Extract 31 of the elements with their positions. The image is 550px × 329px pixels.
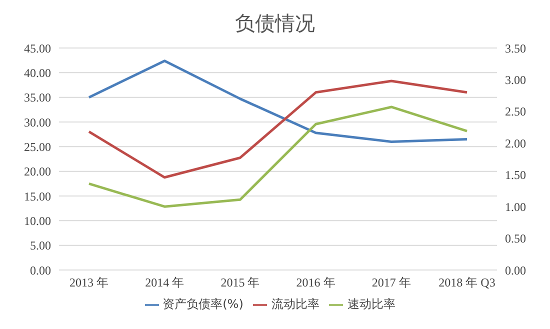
y-tick-label: 5.00 — [30, 238, 51, 253]
x-tick-label: 2018 年 Q3 — [438, 276, 496, 290]
line-series — [88, 80, 468, 179]
x-tick-label: 2017 年 — [372, 276, 411, 290]
chart-title: 负债情况 — [234, 10, 316, 37]
y-tick-label: 0.00 — [30, 263, 51, 278]
y-tick-label: 15.00 — [24, 189, 51, 204]
line-series — [88, 60, 468, 143]
y2-tick-label: 0.00 — [505, 263, 526, 278]
y2-tick-label: 2.50 — [505, 104, 526, 119]
y-tick-label: 30.00 — [24, 115, 51, 130]
x-tick-label: 2015 年 — [220, 276, 260, 290]
line-series — [88, 106, 468, 208]
y-tick-label: 45.00 — [24, 41, 51, 56]
y2-tick-label: 2.00 — [505, 136, 526, 150]
y2-tick-label: 3.50 — [505, 41, 526, 56]
y2-tick-label: 0.50 — [505, 232, 526, 246]
y-tick-label: 25.00 — [24, 140, 51, 154]
y2-tick-label: 3.00 — [505, 72, 526, 87]
legend-label: 资产负债率(%) — [162, 297, 244, 311]
y2-tick-label: 1.00 — [505, 200, 526, 214]
y-tick-label: 20.00 — [24, 164, 51, 179]
y2-tick-label: 1.50 — [505, 168, 526, 182]
legend-label: 流动比率 — [271, 297, 320, 311]
x-tick-label: 2014 年 — [145, 276, 184, 290]
y-tick-label: 40.00 — [24, 66, 51, 80]
y-tick-label: 35.00 — [24, 90, 51, 105]
x-tick-label: 2013 年 — [70, 276, 108, 290]
y-tick-label: 10.00 — [24, 214, 51, 228]
legend-label: 速动比率 — [347, 297, 396, 311]
x-tick-label: 2016 年 — [296, 276, 336, 290]
